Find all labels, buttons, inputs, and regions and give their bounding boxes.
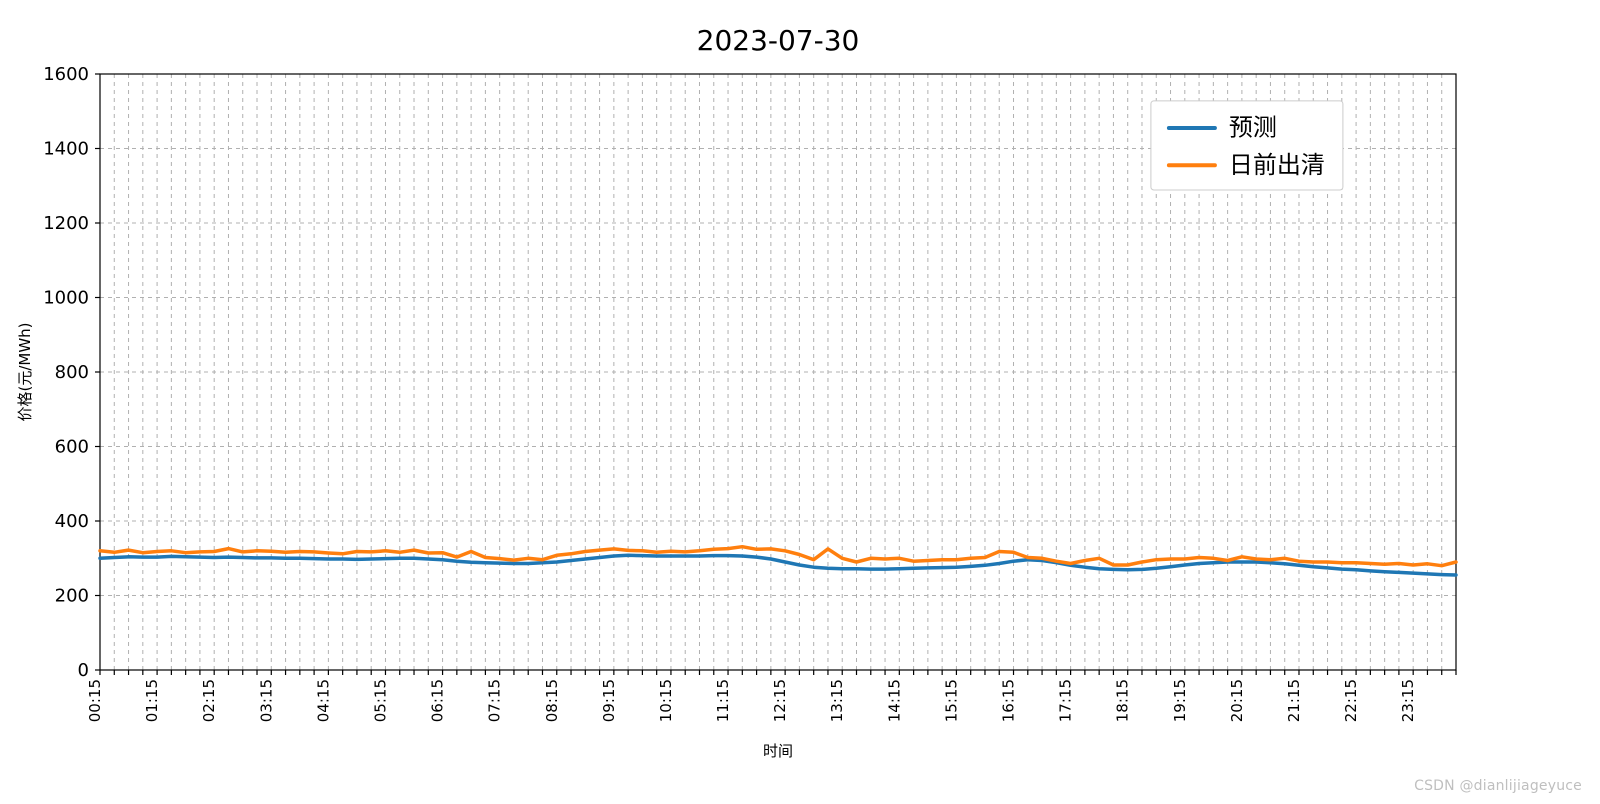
x-tick-label: 20:15: [1228, 679, 1246, 722]
x-tick-label: 12:15: [771, 679, 789, 722]
price-chart: 2023-07-30 0 200 400 600 800 1000 1200 1400 1600 0…: [0, 0, 1600, 800]
x-tick-label: 03:15: [257, 679, 275, 722]
x-tick-label: 11:15: [714, 679, 732, 722]
x-tick-label: 19:15: [1171, 679, 1189, 722]
y-tick-label: 1400: [43, 139, 89, 160]
x-tick-label: 04:15: [314, 679, 332, 722]
x-tick-label: 00:15: [86, 679, 104, 722]
y-axis-label: 价格(元/MWh): [16, 322, 34, 421]
x-tick-label: 18:15: [1114, 679, 1132, 722]
y-tick-label: 1600: [43, 64, 89, 85]
x-tick-label: 05:15: [371, 679, 389, 722]
x-tick-label: 02:15: [200, 679, 218, 722]
chart-title: 2023-07-30: [697, 24, 860, 57]
x-tick-label: 09:15: [600, 679, 618, 722]
y-tick-label: 800: [55, 362, 89, 383]
legend-label: 日前出清: [1229, 151, 1325, 179]
legend: 预测日前出清: [1151, 101, 1343, 190]
y-tick-label: 400: [55, 511, 89, 532]
x-tick-label: 21:15: [1285, 679, 1303, 722]
x-tick-label: 14:15: [885, 679, 903, 722]
x-tick-label: 08:15: [543, 679, 561, 722]
legend-label: 预测: [1229, 114, 1277, 142]
x-tick-label: 13:15: [828, 679, 846, 722]
x-tick-label: 15:15: [942, 679, 960, 722]
y-tick-label: 1200: [43, 213, 89, 234]
watermark: CSDN @dianlijiageyuce: [1414, 778, 1582, 794]
x-tick-label: 07:15: [486, 679, 504, 722]
x-axis-label: 时间: [763, 742, 793, 760]
x-tick-label: 01:15: [143, 679, 161, 722]
y-tick-label: 0: [78, 660, 89, 681]
y-tick-label: 1000: [43, 288, 89, 309]
x-tick-label: 17:15: [1057, 679, 1075, 722]
y-tick-label: 600: [55, 437, 89, 458]
x-tick-label: 16:15: [1000, 679, 1018, 722]
x-tick-label: 22:15: [1342, 679, 1360, 722]
chart-svg: 2023-07-30 0 200 400 600 800 1000 1200 1400 1600 0…: [0, 0, 1600, 800]
y-tick-label: 200: [55, 586, 89, 607]
x-tick-label: 23:15: [1399, 679, 1417, 722]
x-tick-label: 06:15: [429, 679, 447, 722]
x-tick-label: 10:15: [657, 679, 675, 722]
